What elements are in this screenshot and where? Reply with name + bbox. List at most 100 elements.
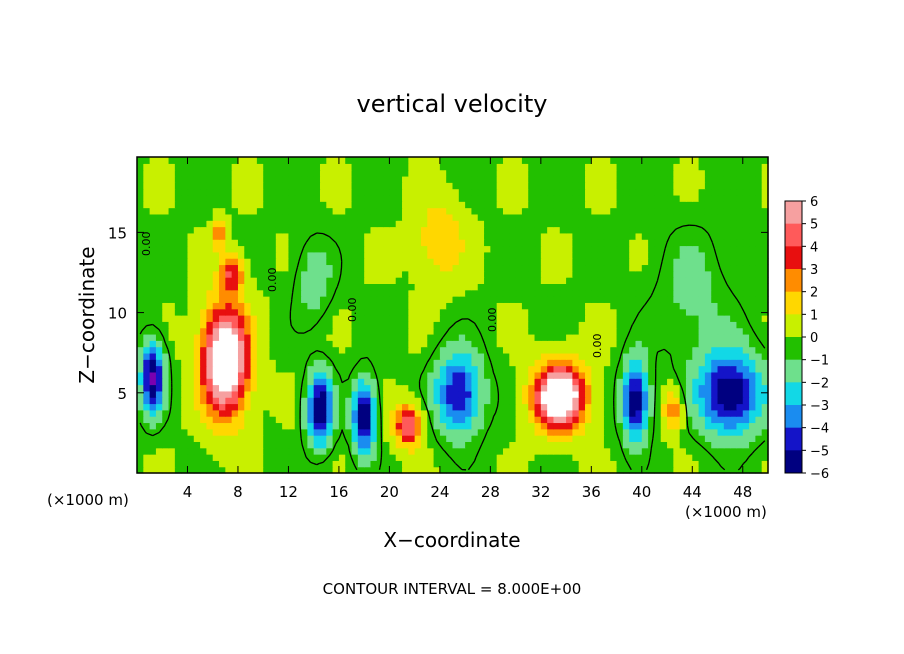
field-cell (225, 270, 233, 278)
field-cell (212, 428, 220, 436)
field-cell (585, 157, 592, 164)
field-cell (509, 416, 517, 424)
field-cell (282, 283, 290, 291)
field-cell (402, 333, 409, 341)
field-cell (225, 188, 233, 196)
field-cell (629, 378, 637, 386)
field-cell (458, 270, 466, 278)
field-cell (414, 188, 422, 196)
field-cell (534, 213, 542, 221)
field-cell (256, 239, 264, 247)
field-cell (414, 239, 422, 247)
field-cell (181, 359, 189, 367)
field-cell (212, 308, 220, 316)
field-cell (502, 277, 510, 284)
field-cell (282, 163, 290, 171)
field-cell (692, 220, 700, 228)
field-cell (730, 251, 738, 259)
field-cell (465, 277, 473, 284)
field-cell (168, 245, 176, 253)
field-cell (427, 466, 435, 474)
field-cell (660, 340, 668, 348)
field-cell (137, 283, 144, 291)
field-cell (162, 213, 170, 221)
field-cell (553, 169, 561, 177)
field-cell (149, 302, 157, 310)
field-cell (616, 239, 624, 247)
field-cell (237, 371, 245, 379)
field-cell (521, 365, 529, 373)
field-cell (667, 163, 674, 171)
field-cell (326, 207, 334, 215)
field-cell (610, 422, 618, 430)
field-cell (692, 378, 700, 386)
field-cell (326, 447, 334, 455)
field-cell (376, 264, 384, 272)
field-cell (168, 213, 176, 221)
field-cell (585, 460, 592, 468)
field-cell (332, 289, 340, 297)
field-cell (174, 251, 182, 259)
field-cell (761, 188, 769, 196)
field-cell (200, 409, 208, 417)
field-cell (622, 289, 630, 297)
field-cell (231, 232, 239, 240)
field-cell (383, 435, 390, 442)
field-cell (521, 270, 529, 278)
field-cell (256, 454, 264, 461)
field-cell (654, 163, 662, 171)
field-cell (439, 296, 447, 303)
field-cell (723, 239, 731, 247)
field-cell (275, 321, 283, 329)
field-cell (338, 352, 346, 360)
field-cell (193, 460, 201, 468)
field-cell (704, 352, 712, 360)
field-cell (685, 251, 693, 259)
field-cell (711, 321, 719, 329)
field-cell (660, 315, 668, 322)
field-cell (319, 416, 327, 424)
field-cell (572, 466, 580, 474)
field-cell (275, 346, 283, 354)
field-cell (698, 283, 706, 291)
field-cell (559, 378, 567, 386)
field-cell (723, 207, 731, 215)
field-cell (597, 384, 605, 392)
field-cell (357, 327, 365, 335)
field-cell (250, 428, 258, 436)
field-cell (755, 416, 763, 424)
field-cell (212, 466, 220, 474)
field-cell (319, 327, 327, 335)
field-cell (206, 157, 214, 164)
field-cell (338, 365, 346, 373)
field-cell (591, 220, 599, 228)
field-cell (616, 460, 624, 468)
field-cell (263, 182, 271, 190)
field-cell (414, 333, 422, 341)
field-cell (660, 296, 668, 303)
field-cell (275, 403, 283, 411)
field-cell (749, 308, 756, 316)
field-cell (730, 460, 738, 468)
field-cell (332, 378, 340, 386)
field-cell (244, 460, 252, 468)
field-cell (553, 194, 561, 202)
field-cell (553, 213, 561, 221)
field-cell (553, 188, 561, 196)
field-cell (231, 194, 239, 202)
field-cell (566, 251, 573, 259)
field-cell (174, 157, 182, 164)
field-cell (477, 264, 485, 272)
field-cell (269, 397, 277, 405)
field-cell (648, 232, 656, 240)
field-cell (326, 441, 334, 449)
field-cell (465, 340, 473, 348)
field-cell (357, 213, 365, 221)
field-cell (458, 182, 466, 190)
field-cell (338, 270, 346, 278)
field-cell (338, 188, 346, 196)
field-cell (622, 175, 630, 183)
field-cell (648, 264, 656, 272)
field-cell (301, 333, 308, 341)
field-cell (471, 371, 479, 379)
